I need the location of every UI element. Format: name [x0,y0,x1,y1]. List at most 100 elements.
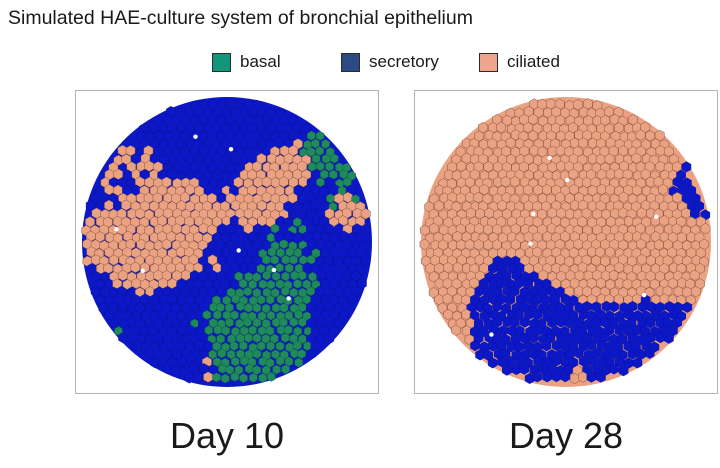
cell-basal [257,311,267,321]
cell-basal [275,341,285,352]
cell-secretory [681,161,692,173]
panel-day-28 [414,90,718,394]
cell-ciliated [604,153,615,165]
cell-ciliated [497,199,508,211]
cell-secretory [176,324,187,336]
cell-basal [239,373,248,383]
cell-ciliated [419,238,430,250]
cell-ciliated [497,247,507,259]
cell-ciliated [131,277,142,289]
legend-swatch-secretory [341,52,360,72]
cell-basal [218,363,227,374]
cell-ciliated [113,168,124,180]
cell-basal [265,358,275,368]
cell-secretory [632,357,643,369]
cell-ciliated [528,113,538,125]
cell-basal [339,169,348,180]
cell-ciliated [596,277,606,289]
cell-ciliated [502,208,512,220]
cell-secretory [360,254,371,266]
cell-ciliated [324,208,335,220]
cell-basal [257,294,266,305]
cell-basal [252,365,261,375]
cell-basal [284,263,294,274]
cell-basal [262,254,271,265]
cell-secretory [618,365,629,377]
cell-secretory [90,285,101,297]
cell-ciliated [695,262,705,275]
cell-secretory [247,262,257,274]
cell-basal [240,325,249,336]
cell-ciliated [636,207,647,219]
cell-basal [267,371,276,382]
cell-basal [230,371,240,382]
gap-mark [654,214,659,219]
cell-basal [321,139,330,149]
cell-ciliated [171,223,182,235]
cell-basal [258,356,268,367]
cell-basal [257,341,266,351]
cell-ciliated [510,129,521,141]
cell-layer [81,98,371,384]
cell-layer [419,98,711,385]
cell-basal [343,177,352,187]
cell-ciliated [437,302,448,314]
cell-secretory [502,364,512,376]
cell-secretory [306,239,317,251]
panel-label-day-10: Day 10 [169,415,285,456]
cell-ciliated [428,271,439,283]
cell-ciliated [438,239,448,251]
cell-basal [261,318,271,329]
cell-secretory [199,363,209,375]
cell-secretory [154,130,164,142]
cell-ciliated [261,176,272,188]
cell-ciliated [488,169,499,181]
cell-secretory [483,286,493,298]
cell-basal [244,333,253,343]
cell-ciliated [121,199,131,211]
cell-ciliated [108,254,119,266]
legend-swatch-basal [212,52,231,72]
cell-ciliated [578,106,589,118]
cell-ciliated [542,184,552,196]
cell-secretory [296,207,307,219]
cell-secretory [347,293,358,305]
cell-secretory [323,316,334,328]
cell-ciliated [278,176,289,188]
cell-ciliated [556,207,567,219]
cell-ciliated [591,255,601,267]
cell-ciliated [125,145,136,157]
cell-secretory [316,238,327,250]
gap-mark [489,332,494,337]
cell-basal [293,217,302,228]
cell-ciliated [605,184,615,196]
cell-secretory [357,278,367,290]
cell-secretory [253,223,263,235]
gap-mark [236,248,241,253]
cell-basal [280,332,290,343]
cell-basal [243,317,252,328]
cell-basal [230,310,239,321]
cell-basal [275,279,285,289]
cell-ciliated [207,254,218,266]
cell-secretory [328,309,339,321]
cell-basal [240,356,249,366]
cell-secretory [180,161,191,173]
cell-basal [293,326,302,337]
cell-ciliated [261,191,272,203]
cell-ciliated [443,308,453,321]
cell-ciliated [523,184,533,196]
cell-secretory [262,113,272,125]
cell-basal [290,348,299,359]
cell-ciliated [144,160,155,172]
cell-ciliated [578,137,588,149]
cell-secretory [677,184,688,196]
gap-mark [531,211,536,217]
cell-ciliated [118,269,128,281]
cell-secretory [166,293,177,305]
cell-ciliated [631,152,642,164]
cell-basal [265,326,275,336]
gap-mark [641,292,647,298]
cell-secretory [235,254,245,266]
cell-ciliated [113,184,123,196]
